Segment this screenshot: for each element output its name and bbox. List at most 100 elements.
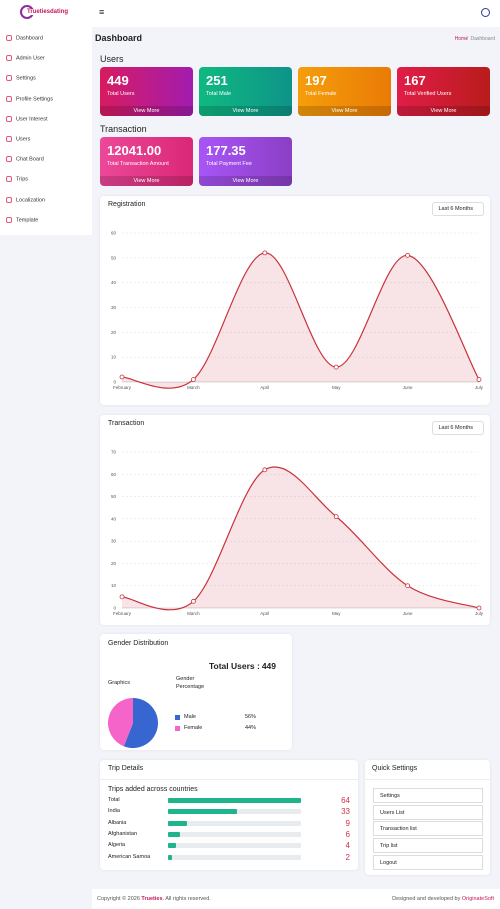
quick-link-text[interactable]: Users List [380,809,405,816]
point [119,594,125,600]
view-more[interactable]: View More [199,106,292,116]
bar [168,820,187,826]
view-more[interactable]: View More [100,176,193,186]
view-more[interactable]: View More [199,176,292,186]
stat-label: Total Transaction Amount [107,161,169,167]
chart-title: Registration [108,201,146,208]
view-more-text[interactable]: View More [331,108,358,114]
x-tick-label: June [403,611,413,616]
area [122,252,479,389]
stat-card: 197 Total Female View More [298,67,391,116]
y-tick-label: 10 [111,355,117,360]
count: 33 [341,807,350,817]
stat-label: Total Verified Users [404,91,452,97]
footer-brand[interactable]: Trueties [141,896,163,902]
total-label: Total Users : [208,661,260,671]
user-avatar[interactable] [481,8,490,17]
y-tick-label: 40 [111,280,117,285]
count: 9 [345,818,350,828]
view-more[interactable]: View More [100,106,193,116]
quick-link[interactable]: Settings [373,788,483,803]
bar [168,831,181,837]
legend-swatch [175,715,180,720]
sidebar-label: Profile Settings [16,96,53,103]
sidebar-item[interactable]: User Interest [6,115,47,122]
country-name: Albania [108,819,127,826]
view-more[interactable]: View More [397,106,490,116]
filter-select[interactable]: Last 6 Months [432,202,484,216]
breadcrumb-link[interactable]: Home [454,36,468,42]
panel-title: Trip Details [108,765,144,772]
quick-link[interactable]: Trip list [373,838,483,854]
sidebar-item[interactable]: Users [6,136,30,142]
filter-text[interactable]: Last 6 Months [438,425,473,431]
quick-link[interactable]: Transaction list [373,821,483,837]
sidebar-item[interactable]: Trips [6,176,28,183]
stat-value: 12041.00 [107,143,162,158]
rights: . All rights reserved. [162,896,211,902]
point [119,374,125,380]
company[interactable]: OriginateSoft [461,896,494,902]
topbar: Truetiesdating ≡ [0,0,500,27]
point [191,377,196,382]
view-more-text[interactable]: View More [232,108,259,114]
stat-label: Total Payment Fee [206,161,252,167]
filter-text[interactable]: Last 6 Months [438,206,473,212]
sidebar-label: Localization [16,197,46,204]
trip-panel: Trip Details Trips added across countries… [100,760,358,870]
column-header: Gender Percentage [176,676,205,690]
bar [168,854,173,860]
sidebar-icon [6,115,12,122]
sidebar-item[interactable]: Template [6,216,39,224]
sidebar-icon [6,95,12,102]
x-tick-label: March [187,385,200,390]
legend-swatch [175,726,180,731]
y-tick-label: 0 [113,606,116,611]
view-more-text[interactable]: View More [430,108,457,114]
chart: 0 10 20 30 40 50 60 February March April May June Ju… [111,231,484,391]
area [122,466,479,610]
sidebar-item[interactable]: Settings [6,75,36,82]
sidebar-item[interactable]: Chat Board [6,156,44,163]
sidebar-item[interactable]: Localization [6,196,46,204]
x-tick-label: July [475,385,484,390]
view-more-text[interactable]: View More [133,108,160,114]
stat-value: 197 [305,73,327,88]
quick-link-text[interactable]: Settings [380,793,400,799]
y-tick-label: 30 [111,539,117,544]
view-more[interactable]: View More [298,106,391,116]
footer-right: Designed and developed by OriginateSoft [392,896,494,902]
view-more-text[interactable]: View More [133,178,160,184]
country-name: India [108,808,120,815]
stat-card: 167 Total Verified Users View More [397,67,490,116]
quick-link-text[interactable]: Trip list [380,843,398,850]
quick-link-text[interactable]: Transaction list [380,826,417,833]
bar-track [168,831,301,837]
brand[interactable]: Truetiesdating [27,9,69,15]
sidebar-label: Dashboard [16,35,43,42]
legend-label: Female [184,725,203,731]
legend-label: Male [184,714,196,720]
quick-link[interactable]: Users List [373,804,483,820]
stat-value: 449 [107,73,129,88]
sidebar: Dashboard Admin User Settings Profile Setti… [0,27,92,235]
sidebar-item[interactable]: Admin User [6,55,45,62]
menu-toggle[interactable]: ≡ [99,7,105,17]
point [191,598,196,604]
breadcrumb-text: Dashboard [470,36,495,42]
point [476,605,482,611]
sidebar-item[interactable]: Dashboard [6,35,43,41]
quick-link[interactable]: Logout [373,854,483,870]
copyright: Copyright © 2026 [97,896,140,902]
bar-track [168,854,301,860]
stat-card: 251 Total Male View More [199,67,292,116]
view-more-text[interactable]: View More [232,178,259,184]
y-tick-label: 60 [111,231,117,236]
sidebar-item[interactable]: Profile Settings [6,95,53,103]
filter-select[interactable]: Last 6 Months [432,421,484,435]
sidebar-label: Template [16,217,39,224]
quick-link-text[interactable]: Logout [380,859,397,866]
count: 4 [345,841,350,851]
bar [168,843,177,849]
